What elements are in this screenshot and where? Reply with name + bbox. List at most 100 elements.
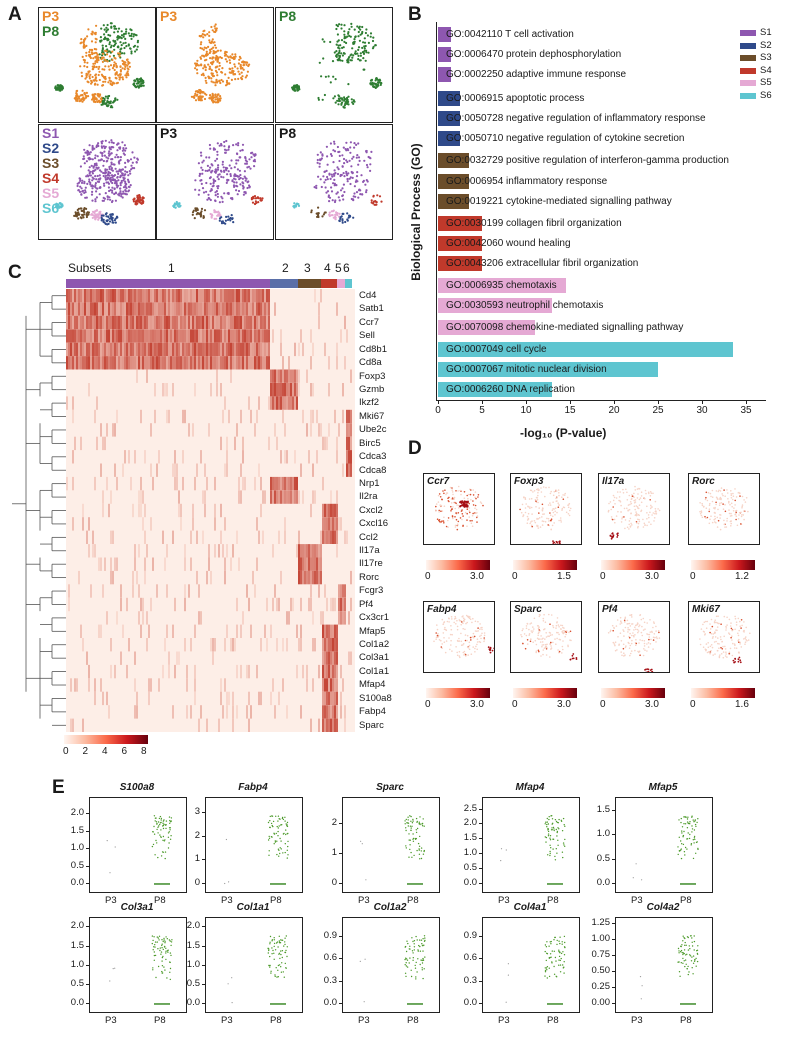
go-y-axis — [436, 22, 437, 400]
violin-x-tick: P3 — [221, 1015, 233, 1026]
violin-gene-title: Col3a1 — [120, 902, 154, 913]
violin-x-tick: P3 — [631, 1015, 643, 1026]
heatmap-gene-label: Mfap4 — [359, 679, 386, 691]
violin-y-tick-mark — [339, 980, 342, 982]
go-legend-swatch — [740, 55, 756, 61]
violin-y-tick: 0.50 — [591, 964, 611, 976]
heatmap-gene-label: Nrp1 — [359, 477, 380, 489]
violin-y-tick-mark — [202, 983, 205, 985]
violin-y-tick: 0.5 — [186, 977, 200, 989]
tsne-plot: P8 — [275, 7, 393, 123]
violin-y-tick-mark — [86, 964, 89, 966]
violin-y-tick-mark — [612, 834, 615, 836]
violin-y-tick: 0.0 — [323, 996, 337, 1008]
go-legend-label: S4 — [760, 64, 772, 76]
tsne-plot: S1 S2 S3 S4 S5 S6 — [38, 124, 156, 240]
violin-y-tick: 0.9 — [463, 930, 477, 941]
violin-y-tick-mark — [479, 1002, 482, 1004]
go-x-tick: 20 — [608, 405, 620, 416]
violin-gene-title: Fabp4 — [238, 782, 268, 793]
subset-bar-segment — [345, 279, 352, 288]
heatmap-gene-label: S100a8 — [359, 692, 392, 704]
go-term-label: GO:0006954 inflammatory response — [446, 176, 608, 187]
violin-y-tick-mark — [612, 986, 615, 988]
go-x-tick: 5 — [479, 405, 485, 416]
feature-min-label: 0 — [690, 571, 696, 582]
heatmap-gene-label: Sell — [359, 330, 375, 342]
go-bar — [438, 111, 460, 126]
go-term-label: GO:0002250 adaptive immune response — [446, 69, 627, 80]
go-x-tick-mark — [658, 400, 659, 404]
go-term-label: GO:0006470 protein dephosphorylation — [446, 49, 622, 60]
feature-gene-label: Il17a — [602, 476, 625, 487]
heatmap-gene-label: Cx3cr1 — [359, 612, 390, 624]
go-bar — [438, 67, 452, 82]
violin-y-tick: 1.5 — [596, 803, 610, 815]
violin-y-tick-mark — [202, 812, 205, 814]
panel-label-a: A — [8, 4, 22, 25]
panel-label-e: E — [52, 777, 65, 798]
violin-x-tick: P8 — [154, 1015, 166, 1026]
violin-y-tick-mark — [479, 853, 482, 855]
go-x-tick-mark — [438, 400, 439, 404]
violin-plot — [482, 917, 580, 1013]
go-x-tick: 30 — [696, 405, 708, 416]
violin-x-tick: P8 — [270, 1015, 282, 1026]
feature-max-label: 3.0 — [470, 699, 484, 710]
violin-y-tick: 0.0 — [70, 876, 84, 888]
violin-x-tick: P3 — [498, 895, 510, 906]
subset-label: 6 — [343, 261, 350, 275]
violin-plot — [89, 797, 187, 893]
violin-y-tick: 0.5 — [463, 862, 477, 874]
violin-y-tick: 1.5 — [70, 824, 84, 836]
feature-plot: Fabp4 — [423, 601, 497, 673]
violin-y-tick: 0.0 — [463, 996, 477, 1008]
violin-y-tick: 0 — [331, 876, 337, 888]
violin-y-tick: 0.3 — [463, 974, 477, 986]
feature-plot: Sparc — [510, 601, 582, 673]
violin-gene-title: Col1a2 — [373, 902, 407, 913]
violin-y-tick: 2.5 — [463, 802, 477, 814]
go-x-tick: 0 — [435, 405, 441, 416]
go-term-label: GO:0042060 wound healing — [446, 238, 571, 249]
go-bar — [438, 362, 658, 377]
go-bar — [438, 47, 452, 62]
subset-bar-segment — [321, 279, 337, 288]
heatmap-gene-label: Il2ra — [359, 491, 378, 503]
violin-y-tick: 2 — [194, 829, 200, 841]
feature-max-label: 3.0 — [645, 699, 659, 710]
violin-y-tick: 0.6 — [323, 952, 337, 964]
violin-y-tick: 1.5 — [186, 939, 200, 951]
feature-gene-label: Rorc — [692, 476, 715, 487]
violin-y-tick: 1.0 — [186, 958, 200, 970]
go-legend-label: S3 — [760, 52, 772, 63]
panel-label-c: C — [8, 262, 22, 283]
violin-y-tick-mark — [479, 808, 482, 810]
go-legend-swatch — [740, 30, 756, 36]
go-term-label: GO:0006915 apoptotic process — [446, 93, 585, 104]
subset-label: 5 — [335, 261, 342, 275]
go-term-label: GO:0070098 chemokine-mediated signalling… — [446, 322, 684, 333]
go-bar — [438, 153, 469, 168]
subset-label: 1 — [168, 261, 175, 275]
violin-y-tick-mark — [479, 936, 482, 937]
heatmap-gene-label: Col1a2 — [359, 639, 390, 651]
violin-gene-title: Col1a1 — [236, 902, 270, 913]
heatmap-gene-label: Cdca8 — [359, 464, 387, 476]
go-bar — [438, 256, 482, 271]
violin-y-tick: 0.75 — [591, 948, 611, 960]
tsne-plot: P3 — [156, 7, 274, 123]
tsne-label: P8 — [279, 8, 297, 24]
violin-y-tick-mark — [612, 858, 615, 860]
heatmap-gene-label: Ube2c — [359, 424, 387, 436]
violin-y-tick-mark — [202, 945, 205, 947]
violin-y-tick-mark — [86, 813, 89, 815]
heatmap-gene-label: Mfap5 — [359, 625, 386, 637]
go-legend-label: S6 — [760, 89, 772, 101]
feature-colorbar — [513, 560, 577, 570]
tsne-label: P3 — [42, 8, 60, 24]
feature-gene-label: Fabp4 — [427, 604, 457, 615]
feature-max-label: 3.0 — [645, 571, 659, 582]
violin-x-tick: P3 — [358, 895, 370, 906]
violin-x-tick: P8 — [407, 1015, 419, 1026]
